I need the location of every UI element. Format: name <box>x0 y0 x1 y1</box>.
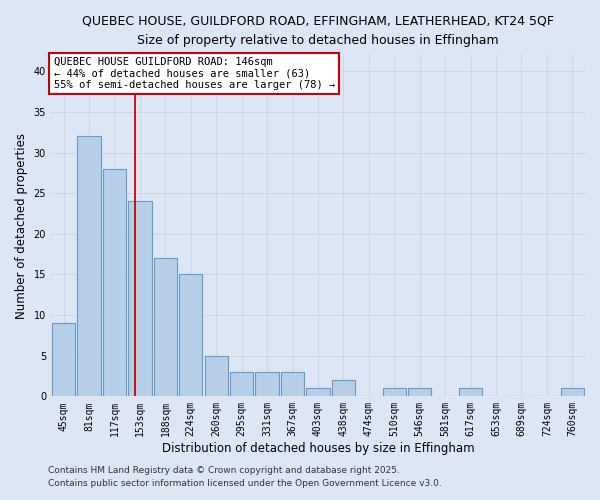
Bar <box>103 169 126 396</box>
Text: Contains HM Land Registry data © Crown copyright and database right 2025.
Contai: Contains HM Land Registry data © Crown c… <box>48 466 442 487</box>
Title: QUEBEC HOUSE, GUILDFORD ROAD, EFFINGHAM, LEATHERHEAD, KT24 5QF
Size of property : QUEBEC HOUSE, GUILDFORD ROAD, EFFINGHAM,… <box>82 15 554 47</box>
Bar <box>383 388 406 396</box>
Y-axis label: Number of detached properties: Number of detached properties <box>15 132 28 318</box>
Bar <box>306 388 329 396</box>
Bar <box>459 388 482 396</box>
Bar <box>205 356 228 397</box>
Bar <box>77 136 101 396</box>
Bar <box>408 388 431 396</box>
Text: QUEBEC HOUSE GUILDFORD ROAD: 146sqm
← 44% of detached houses are smaller (63)
55: QUEBEC HOUSE GUILDFORD ROAD: 146sqm ← 44… <box>53 57 335 90</box>
Bar <box>281 372 304 396</box>
Bar <box>560 388 584 396</box>
Bar <box>154 258 177 396</box>
X-axis label: Distribution of detached houses by size in Effingham: Distribution of detached houses by size … <box>161 442 474 455</box>
Bar <box>52 323 76 396</box>
Bar <box>128 202 152 396</box>
Bar <box>179 274 202 396</box>
Bar <box>230 372 253 396</box>
Bar <box>332 380 355 396</box>
Bar <box>256 372 279 396</box>
